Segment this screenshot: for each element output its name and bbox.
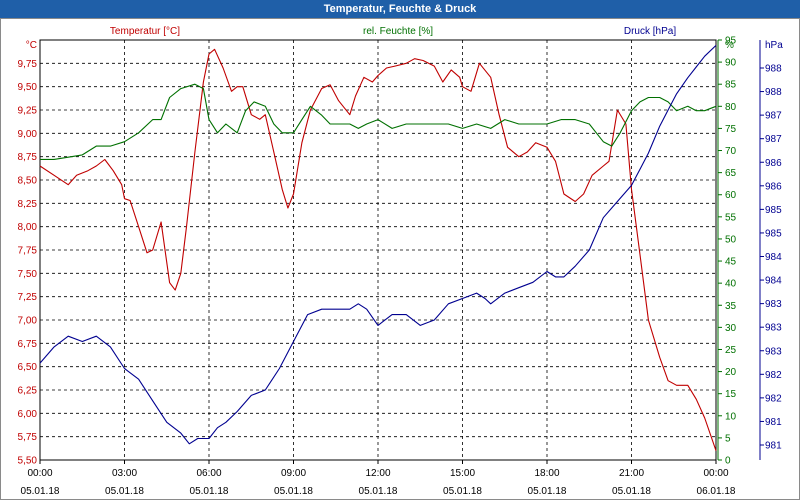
x-tick-label-time: 18:00 [534,468,559,479]
temperature-axis-title: Temperatur [°C] [110,26,180,37]
humidity-tick-label: 95 [725,36,737,47]
pressure-tick-label: 988 [765,64,782,75]
pressure-unit-label: hPa [765,40,783,51]
x-tick-label-date: 05.01.18 [612,486,651,497]
humidity-tick-label: 80 [725,102,737,113]
humidity-tick-label: 40 [725,279,737,290]
temperature-tick-label: 6,75 [18,339,38,350]
pressure-axis-title: Druck [hPa] [624,26,676,37]
pressure-tick-label: 984 [765,252,782,263]
x-tick-label-time: 12:00 [365,468,390,479]
temperature-tick-label: 6,25 [18,386,38,397]
humidity-tick-label: 70 [725,146,737,157]
temperature-tick-label: 9,75 [18,59,38,70]
chart-title-bar: Temperatur, Feuchte & Druck [0,0,800,18]
temperature-series-line [39,48,717,451]
temperature-tick-label: 9,25 [18,106,38,117]
temperature-unit-label: °C [26,40,37,51]
x-tick-label-time: 03:00 [112,468,137,479]
x-tick-label-date: 05.01.18 [528,486,567,497]
x-tick-label-time: 15:00 [450,468,475,479]
temperature-tick-label: 7,25 [18,292,38,303]
pressure-tick-label: 981 [765,441,782,452]
humidity-tick-label: 90 [725,58,737,69]
humidity-tick-label: 60 [725,190,737,201]
humidity-tick-label: 30 [725,323,737,334]
temperature-tick-label: 9,00 [18,129,38,140]
temperature-tick-label: 5,50 [18,456,38,467]
x-tick-label-time: 00:00 [27,468,52,479]
humidity-series-line [40,83,717,160]
pressure-tick-label: 985 [765,228,782,239]
temperature-tick-label: 8,00 [18,222,38,233]
temperature-tick-label: 7,50 [18,269,38,280]
x-tick-label-date: 05.01.18 [274,486,313,497]
x-tick-label-date: 05.01.18 [359,486,398,497]
temperature-tick-label: 8,75 [18,152,38,163]
humidity-tick-label: 35 [725,301,737,312]
pressure-tick-label: 988 [765,87,782,98]
humidity-tick-label: 10 [725,411,737,422]
humidity-tick-label: 85 [725,80,737,91]
pressure-tick-label: 986 [765,158,782,169]
humidity-tick-label: 55 [725,212,737,223]
temperature-tick-label: 9,50 [18,82,38,93]
humidity-tick-label: 75 [725,124,737,135]
x-tick-label-time: 00:00 [703,468,728,479]
pressure-tick-label: 987 [765,111,782,122]
x-tick-label-date: 05.01.18 [21,486,60,497]
pressure-tick-label: 982 [765,393,782,404]
temperature-tick-label: 6,00 [18,409,38,420]
humidity-axis-title: rel. Feuchte [%] [363,26,433,37]
x-tick-label-date: 05.01.18 [443,486,482,497]
x-tick-label-time: 21:00 [619,468,644,479]
pressure-tick-label: 984 [765,276,782,287]
humidity-tick-label: 15 [725,389,737,400]
pressure-tick-label: 983 [765,346,782,357]
x-tick-label-date: 05.01.18 [190,486,229,497]
humidity-tick-label: 20 [725,367,737,378]
pressure-tick-label: 983 [765,323,782,334]
humidity-tick-label: 65 [725,168,737,179]
x-tick-label-date: 05.01.18 [105,486,144,497]
humidity-tick-label: 50 [725,234,737,245]
humidity-tick-label: 45 [725,257,737,268]
pressure-tick-label: 983 [765,299,782,310]
humidity-tick-label: 25 [725,345,737,356]
pressure-tick-label: 981 [765,417,782,428]
pressure-tick-label: 985 [765,205,782,216]
x-tick-label-time: 06:00 [196,468,221,479]
pressure-tick-label: 982 [765,370,782,381]
pressure-tick-label: 986 [765,181,782,192]
pressure-series-line [39,45,717,445]
x-tick-label-time: 09:00 [281,468,306,479]
humidity-unit-label: % [725,40,734,51]
temperature-tick-label: 8,25 [18,199,38,210]
temperature-tick-label: 5,75 [18,432,38,443]
temperature-tick-label: 6,50 [18,362,38,373]
temperature-tick-label: 7,00 [18,316,38,327]
x-tick-label-date: 06.01.18 [697,486,736,497]
humidity-tick-label: 0 [725,456,731,467]
chart-title: Temperatur, Feuchte & Druck [323,3,477,15]
temperature-tick-label: 7,75 [18,246,38,257]
pressure-tick-label: 987 [765,134,782,145]
humidity-tick-label: 5 [725,433,731,444]
temperature-tick-label: 8,50 [18,176,38,187]
